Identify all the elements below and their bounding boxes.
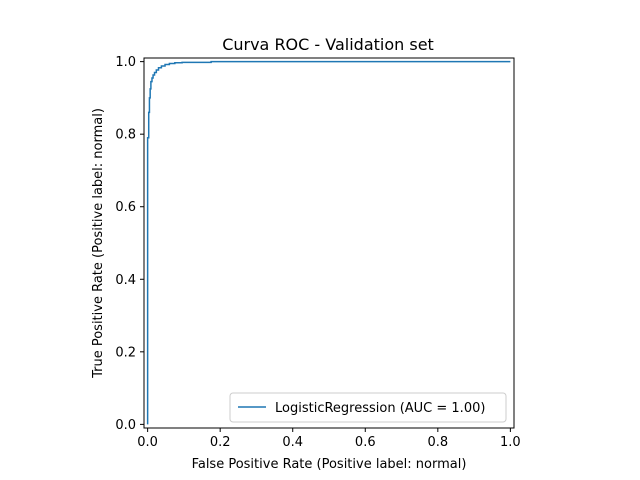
x-tick-label: 1.0 xyxy=(500,435,521,450)
legend-box xyxy=(229,392,507,423)
y-tick-label: 0.8 xyxy=(115,128,136,143)
chart-title: Curva ROC - Validation set xyxy=(222,35,434,54)
x-tick-label: 0.8 xyxy=(427,435,448,450)
x-tick-label: 0.2 xyxy=(210,435,231,450)
y-tick-label: 0.6 xyxy=(115,200,136,215)
y-tick-label: 1.0 xyxy=(115,55,136,70)
x-tick-label: 0.0 xyxy=(137,435,158,450)
y-tick-label: 0.0 xyxy=(115,418,136,433)
x-tick-label: 0.6 xyxy=(355,435,376,450)
roc-curve-line xyxy=(146,60,511,425)
plot-area xyxy=(143,57,515,429)
legend-entry-logisticregression: LogisticRegression (AUC = 1.00) xyxy=(275,401,485,416)
x-axis-label: False Positive Rate (Positive label: nor… xyxy=(192,457,467,472)
x-axis-ticks: 0.0 0.2 0.4 0.6 0.8 1.0 xyxy=(137,428,521,450)
plot-frame xyxy=(143,57,515,429)
y-axis-label: True Positive Rate (Positive label: norm… xyxy=(91,108,106,379)
y-tick-label: 0.4 xyxy=(115,273,136,288)
legend: LogisticRegression (AUC = 1.00) xyxy=(229,392,507,423)
y-axis-ticks: 0.0 0.2 0.4 0.6 0.8 1.0 xyxy=(115,55,144,433)
y-tick-label: 0.2 xyxy=(115,345,136,360)
x-tick-label: 0.4 xyxy=(282,435,303,450)
